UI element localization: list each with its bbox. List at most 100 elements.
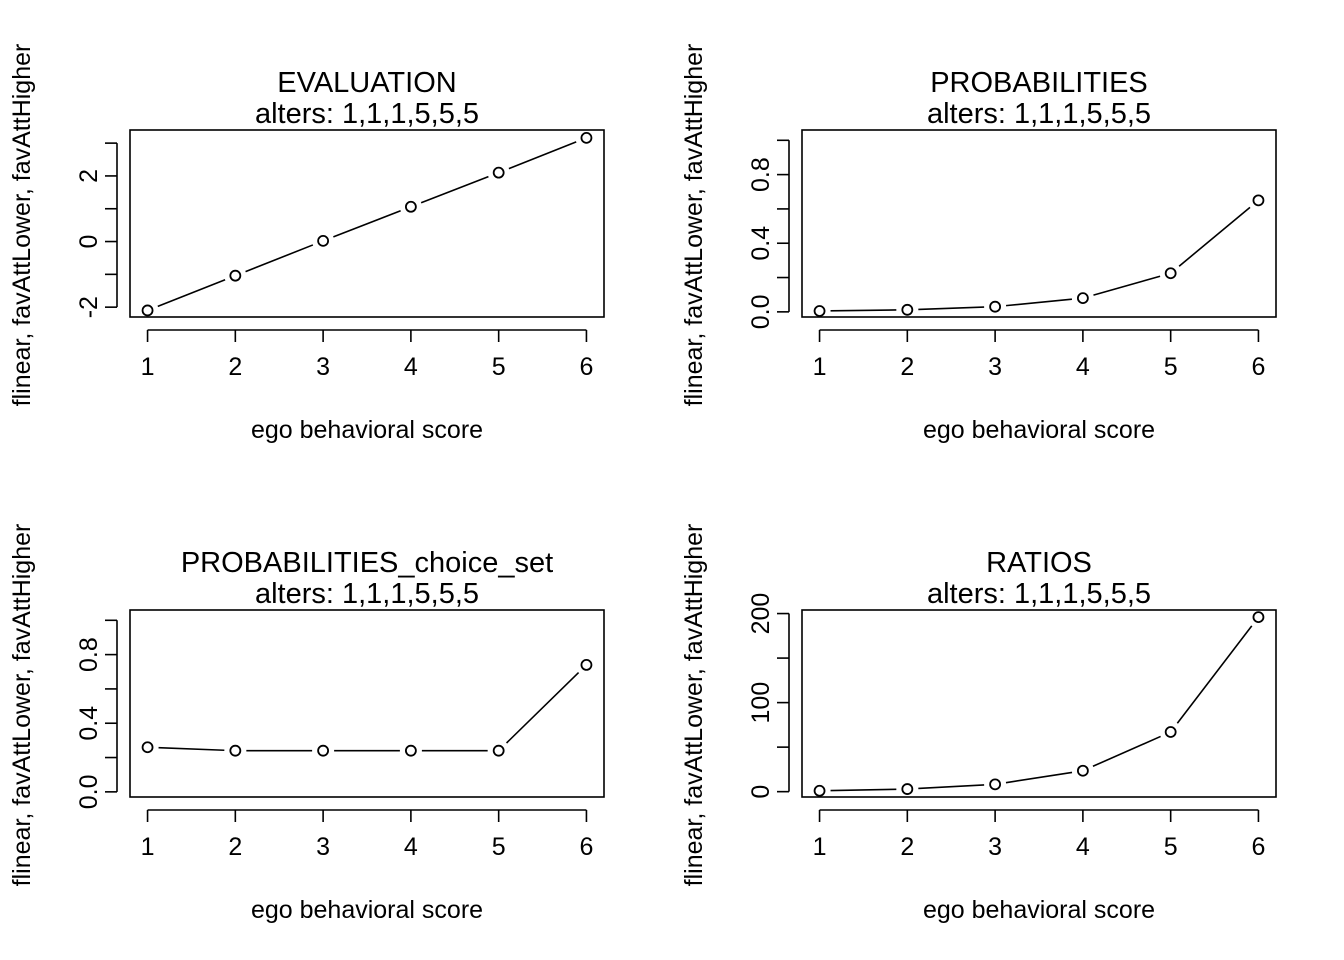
y-tick-label: 0.4 [75,706,103,741]
y-axis: -2 0 2 flinear, favAttLower, favAttHigher [8,44,118,407]
data-point [1164,726,1177,738]
series-segment [158,746,225,752]
x-tick-label: 5 [492,833,506,861]
y-axis-label: flinear, favAttLower, favAttHigher [8,44,36,407]
series-segment [505,672,580,744]
data-point [492,744,505,757]
data-point [989,300,1002,313]
x-tick-label: 5 [1164,833,1178,861]
y-tick-label: 2 [75,169,103,183]
y-axis-label: flinear, favAttLower, favAttHigher [680,44,708,407]
y-tick-label: 0.8 [75,637,103,672]
data-point [1164,267,1177,280]
data-point [813,305,826,317]
x-tick-label: 6 [1251,833,1265,861]
data-point [1076,764,1089,777]
y-axis-label: flinear, favAttLower, favAttHigher [680,524,708,887]
x-tick-label: 1 [141,353,155,381]
x-tick-label: 2 [900,833,914,861]
x-tick-label: 3 [988,833,1002,861]
plot-frame [129,129,605,318]
x-tick-label: 2 [228,833,242,861]
chart-subtitle: alters: 1,1,1,5,5,5 [255,98,479,130]
y-tick-label: 0 [747,785,775,799]
data-point [229,269,242,282]
y-tick-label: 100 [747,682,775,724]
data-point [901,303,914,316]
series-segment [157,278,226,308]
y-tick-label: -2 [75,296,103,318]
x-tick-label: 1 [141,833,155,861]
x-tick-label: 3 [316,833,330,861]
x-axis: 1 2 3 4 5 6 ego behavioral score [141,809,593,924]
x-tick-label: 4 [404,353,418,381]
x-tick-label: 4 [1076,833,1090,861]
data-point [1252,194,1265,207]
chart-title: PROBABILITIES_choice_set [181,547,553,579]
x-tick-label: 5 [492,353,506,381]
x-tick-label: 4 [1076,353,1090,381]
data-point [229,744,242,757]
x-tick-label: 4 [404,833,418,861]
series-segment [830,309,897,312]
plot-frame [801,129,1277,318]
series-segment [333,210,401,238]
x-tick-label: 6 [579,833,593,861]
chart-title: RATIOS [986,547,1092,579]
series-segment [918,784,985,790]
series-segment [918,306,985,311]
series-segment [1176,625,1253,724]
x-tick-label: 3 [988,353,1002,381]
series-segment [1178,206,1251,267]
x-tick-label: 2 [228,353,242,381]
chart-subtitle: alters: 1,1,1,5,5,5 [927,578,1151,610]
series-segment [245,244,314,273]
data-point [141,741,154,754]
x-axis: 1 2 3 4 5 6 ego behavioral score [141,329,593,444]
series-segment [1005,298,1073,307]
data-point [404,744,417,757]
chart-subtitle: alters: 1,1,1,5,5,5 [927,98,1151,130]
x-axis-label: ego behavioral score [251,896,483,924]
series [813,194,1265,317]
data-point [492,166,505,179]
data-point [1076,292,1089,305]
x-tick-label: 1 [813,353,827,381]
series-segment [1092,735,1161,768]
series-segment [830,788,897,792]
data-point [317,744,330,757]
x-tick-label: 1 [813,833,827,861]
y-tick-label: 0.0 [747,294,775,329]
data-point [404,200,417,213]
series-segment [508,141,577,170]
data-point [1252,611,1265,624]
x-axis: 1 2 3 4 5 6 ego behavioral score [813,809,1265,924]
x-tick-label: 2 [900,353,914,381]
series-segment [1005,771,1073,784]
y-tick-label: 200 [747,593,775,635]
data-point [317,234,330,247]
series [141,658,593,757]
series-segment [420,175,489,204]
y-tick-label: 0.4 [747,226,775,261]
x-axis-label: ego behavioral score [923,416,1155,444]
x-axis-label: ego behavioral score [923,896,1155,924]
chart-subtitle: alters: 1,1,1,5,5,5 [255,578,479,610]
x-tick-label: 3 [316,353,330,381]
y-tick-label: 0 [75,235,103,249]
y-axis: 0.0 0.4 0.8 flinear, favAttLower, favAttHig… [8,524,118,886]
x-tick-label: 5 [1164,353,1178,381]
plot-frame [129,609,605,798]
plot-frame [801,609,1277,798]
y-axis: 0.0 0.4 0.8 flinear, favAttLower, favAttHig… [680,44,790,407]
series-segment [1093,275,1161,296]
data-point [580,131,593,144]
data-point [580,658,593,671]
x-axis: 1 2 3 4 5 6 ego behavioral score [813,329,1265,444]
x-axis-label: ego behavioral score [251,416,483,444]
